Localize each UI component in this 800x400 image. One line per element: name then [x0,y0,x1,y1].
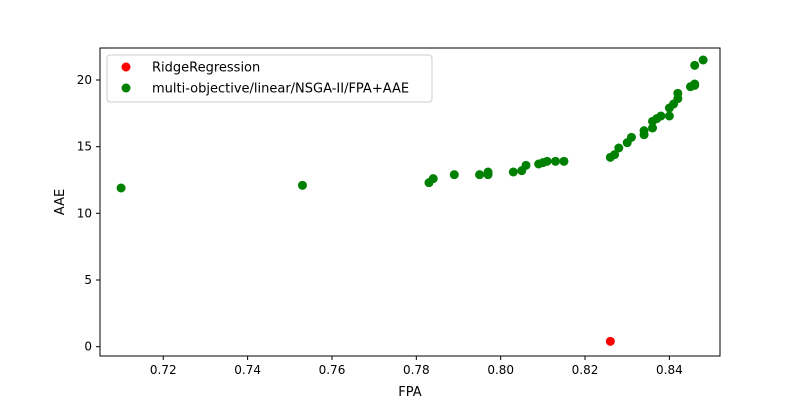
point-nsga-ii-23 [648,123,658,133]
x-tick-label: 0.84 [656,363,683,377]
point-nsga-ii-7 [483,167,493,177]
point-nsga-ii-10 [521,160,531,170]
y-tick-label: 10 [77,206,92,220]
y-tick-label: 0 [84,340,92,354]
point-nsga-ii-36 [698,55,708,65]
point-nsga-ii-13 [542,156,552,166]
point-nsga-ii-18 [614,143,624,153]
legend-items: RidgeRegression multi-objective/linear/NS… [121,61,409,97]
point-nsga-ii-20 [626,132,636,142]
y-tick-label: 15 [77,140,92,154]
point-nsga-ii-26 [656,111,666,121]
point-nsga-ii-8 [508,167,518,177]
point-nsga-ii-17 [610,150,620,160]
point-ridge-regression-0 [605,336,615,346]
legend: RidgeRegression multi-objective/linear/NS… [106,54,433,103]
x-axis-label: FPA [398,385,421,400]
x-tick-label: 0.82 [572,363,599,377]
point-nsga-ii-4 [449,170,459,180]
legend-marker [121,83,131,93]
points-layer [116,55,708,346]
point-nsga-ii-27 [664,111,674,121]
legend-label: multi-objective/linear/NSGA-II/FPA+AAE [152,82,409,97]
point-nsga-ii-35 [690,60,700,70]
plot-frame [99,47,721,357]
point-nsga-ii-15 [559,156,569,166]
x-tick-label: 0.72 [150,363,177,377]
x-axis-ticks: 0.72 0.74 0.76 0.78 0.80 0.82 0.84 [150,356,683,377]
legend-box [106,54,433,103]
x-tick-label: 0.74 [234,363,261,377]
y-axis-ticks: 0 5 10 15 20 [77,73,100,354]
y-axis-label: AAE [53,189,68,215]
point-nsga-ii-1 [297,180,307,190]
y-tick-label: 5 [84,273,92,287]
x-tick-label: 0.76 [319,363,346,377]
legend-marker [121,62,131,72]
point-nsga-ii-34 [690,79,700,89]
point-nsga-ii-3 [428,174,438,184]
point-nsga-ii-31 [673,88,683,98]
x-tick-label: 0.78 [403,363,430,377]
x-tick-label: 0.80 [487,363,514,377]
point-nsga-ii-0 [116,183,126,193]
point-nsga-ii-14 [551,156,561,166]
legend-label: RidgeRegression [152,61,260,76]
point-nsga-ii-5 [475,170,485,180]
point-nsga-ii-22 [639,126,649,136]
y-tick-label: 20 [77,73,92,87]
